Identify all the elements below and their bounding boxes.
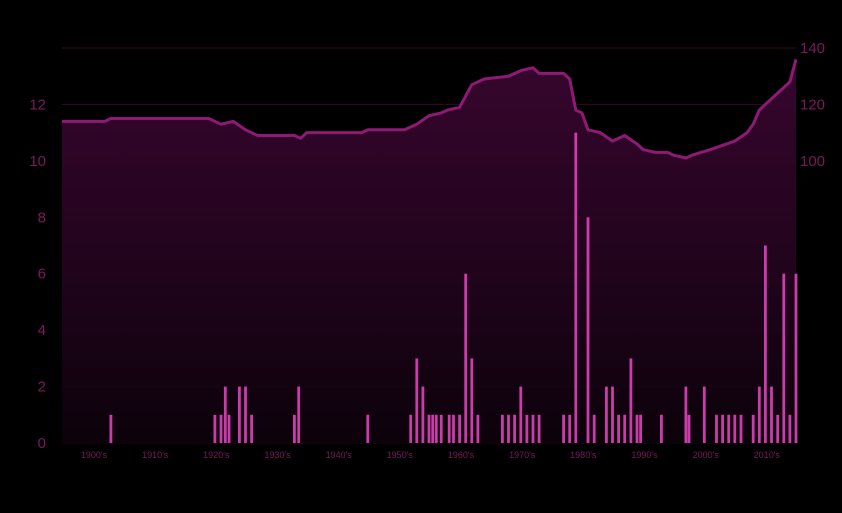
line-area: [62, 59, 796, 444]
x-tick-label: 1930's: [264, 450, 291, 460]
bar: [434, 414, 438, 443]
bar: [623, 414, 627, 443]
bar: [447, 414, 451, 443]
bar: [660, 414, 663, 443]
bar: [770, 386, 773, 443]
bar: [739, 414, 743, 443]
bar: [227, 414, 231, 443]
left-tick-label: 6: [38, 266, 46, 283]
bar: [764, 245, 767, 443]
bar: [366, 414, 370, 443]
bar: [684, 386, 688, 443]
bar: [427, 414, 431, 443]
left-axis: 0 2 4 6 8 10 12: [29, 96, 46, 452]
bar: [297, 386, 301, 443]
right-axis: 100 120 140: [800, 40, 825, 170]
bar: [507, 414, 510, 443]
bar: [470, 358, 474, 443]
bar: [562, 414, 565, 443]
bar: [458, 414, 461, 443]
bar: [733, 414, 737, 443]
bar: [776, 414, 780, 443]
bar: [452, 414, 455, 443]
bar: [109, 414, 113, 443]
left-tick-label: 0: [38, 435, 46, 452]
right-tick-label: 120: [800, 96, 825, 113]
bar: [238, 386, 241, 443]
bar: [757, 386, 761, 443]
bar: [293, 414, 296, 443]
bar: [415, 358, 419, 443]
bar: [219, 414, 223, 443]
line-series: [62, 58, 798, 160]
bar: [794, 273, 798, 443]
x-tick-label: 1970's: [509, 450, 536, 460]
bar-series: [109, 132, 798, 443]
bar: [250, 414, 253, 443]
left-tick-label: 8: [38, 209, 46, 226]
x-tick-label: 1940's: [326, 450, 353, 460]
bar: [592, 414, 596, 443]
bar: [788, 414, 792, 443]
x-tick-label: 2000's: [693, 450, 720, 460]
bar: [421, 386, 425, 443]
left-tick-label: 2: [38, 379, 46, 396]
left-tick-label: 10: [29, 153, 46, 170]
bar: [721, 414, 724, 443]
bar: [702, 386, 706, 443]
bar: [727, 414, 731, 443]
bar: [687, 414, 691, 443]
x-tick-label: 1900's: [81, 450, 108, 460]
bar: [574, 132, 578, 443]
bar: [525, 414, 529, 443]
bar: [635, 414, 639, 443]
bar: [715, 414, 718, 443]
bar: [464, 273, 468, 443]
left-tick-label: 12: [29, 96, 46, 113]
bar: [501, 414, 504, 443]
x-tick-label: 2010's: [754, 450, 781, 460]
bar: [431, 414, 435, 443]
bar: [605, 386, 608, 443]
right-tick-label: 100: [800, 153, 825, 170]
x-tick-label: 1980's: [570, 450, 597, 460]
x-tick-label: 1950's: [387, 450, 414, 460]
bar: [244, 386, 247, 443]
left-tick-label: 4: [38, 322, 46, 339]
x-tick-label: 1920's: [203, 450, 230, 460]
bar: [611, 386, 614, 443]
bar: [531, 414, 535, 443]
bar: [639, 414, 642, 443]
line-area-fill: [62, 59, 796, 444]
bar: [223, 386, 227, 443]
bar: [617, 414, 620, 443]
bar: [476, 414, 480, 443]
x-tick-label: 1910's: [142, 450, 169, 460]
x-axis: 1900's 1910's 1920's 1930's 1940's 1950's 1960…: [81, 450, 781, 460]
bar: [409, 414, 413, 443]
bar: [568, 414, 572, 443]
bar: [537, 414, 541, 443]
bar: [629, 358, 633, 443]
x-tick-label: 1960's: [448, 450, 475, 460]
bar: [751, 414, 755, 443]
bar: [513, 414, 516, 443]
bar: [586, 217, 590, 443]
bar: [519, 386, 523, 443]
right-tick-label: 140: [800, 40, 825, 57]
bar: [213, 414, 217, 443]
series-line: [62, 58, 798, 160]
bar: [782, 273, 786, 443]
bar: [439, 414, 443, 443]
x-tick-label: 1990's: [631, 450, 658, 460]
